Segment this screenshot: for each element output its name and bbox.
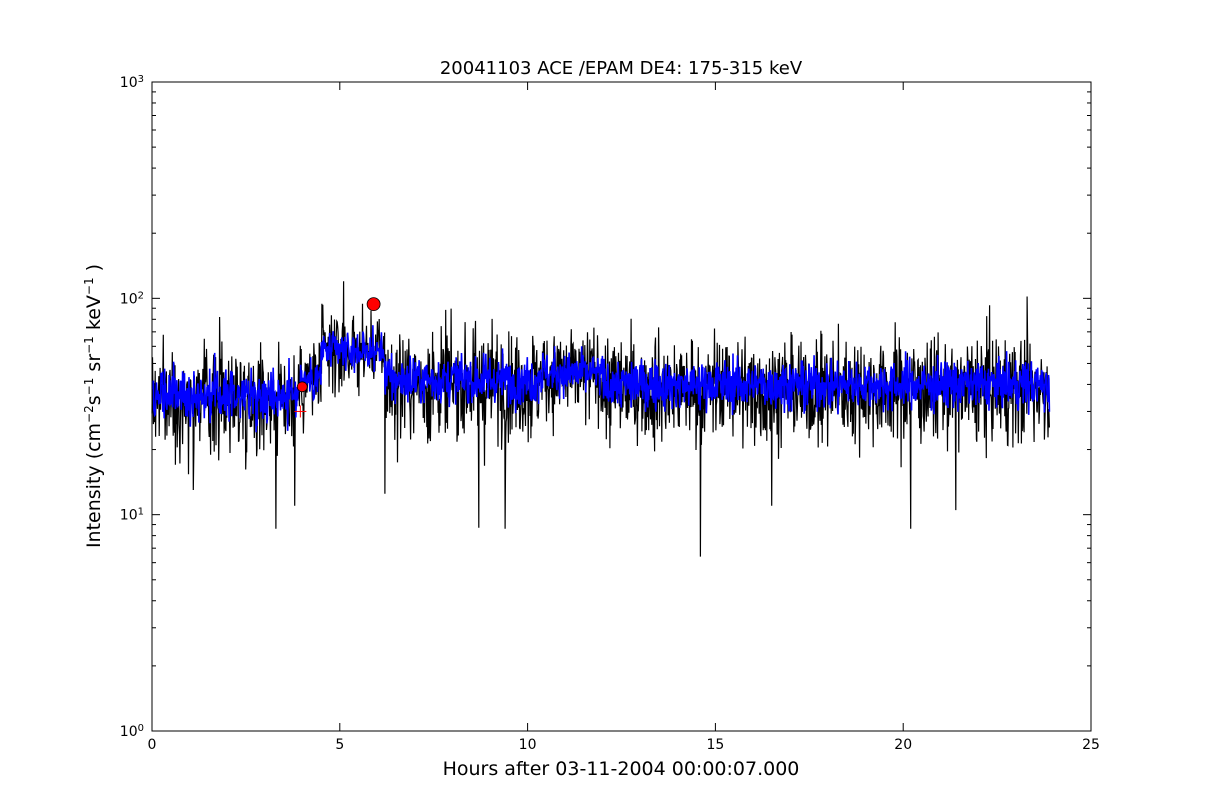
y-label-exponent: −1 [82,378,96,396]
y-label-part: sr [83,354,105,378]
y-axis-label: Intensity (cm−2s−1 sr−1 keV−1 ) [82,264,105,548]
x-tick-label: 0 [148,737,157,753]
x-axis-label: Hours after 03-11-2004 00:00:07.000 [443,758,800,780]
y-label-exponent: −1 [82,336,96,354]
x-tick-label: 25 [1082,737,1100,753]
x-tick-label: 15 [706,737,724,753]
y-tick-label: 101 [120,506,144,524]
x-tick-label: 20 [894,737,912,753]
y-tick-label: 100 [120,723,144,741]
y-label-part: Intensity (cm [83,423,105,548]
y-label-exponent: −2 [82,405,96,423]
event-marker-circle [296,381,308,393]
y-label-part: keV [83,295,105,336]
plot-frame [151,81,1092,732]
x-tick-label: 10 [519,737,537,753]
event-marker-plus [294,405,307,418]
event-marker-circle [366,297,381,312]
y-label-part: ) [83,264,105,277]
x-tick-label: 5 [335,737,344,753]
y-label-exponent: −1 [82,277,96,295]
smoothed-intensity-line [151,325,1051,433]
y-tick-label: 103 [120,74,144,92]
y-tick-label: 102 [120,290,144,308]
y-label-part: s [83,395,105,405]
chart-title: 20041103 ACE /EPAM DE4: 175-315 keV [440,58,803,79]
